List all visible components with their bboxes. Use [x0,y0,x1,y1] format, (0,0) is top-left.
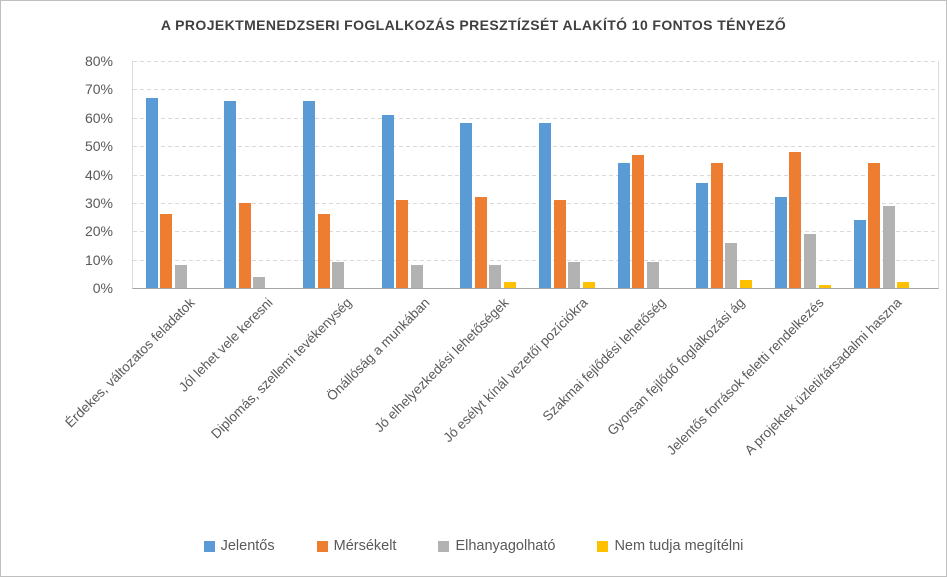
legend-swatch-icon [597,540,609,552]
legend-label: Jelentős [220,538,275,554]
gridline [133,202,938,204]
legend-item: Nem tudja megítélni [597,538,743,554]
bar-2-group-8 [710,163,723,288]
gridline [133,231,938,233]
bar-1-group-5 [460,123,473,288]
bar-1-group-6 [538,123,551,288]
bar-3-group-6 [568,262,581,288]
bar-3-group-9 [804,234,817,288]
bar-3-group-5 [489,265,502,288]
legend-swatch-icon [438,540,450,552]
bar-3-group-1 [174,265,187,288]
bar-4-group-6 [582,282,595,288]
bar-1-group-9 [774,197,787,288]
bar-2-group-10 [868,163,881,288]
gridline [133,117,938,119]
legend: Jelentős Mérsékelt Elhanyagolható Nem tudja… [1,538,946,554]
gridline [133,146,938,148]
legend-label: Elhanyagolható [455,538,556,554]
legend-label: Mérsékelt [333,538,397,554]
bar-1-group-2 [224,100,237,288]
bar-2-group-5 [474,197,487,288]
bar-3-group-2 [253,276,266,288]
bar-3-group-4 [410,265,423,288]
bar-4-group-5 [504,282,517,288]
gridline [133,259,938,261]
y-tick-label: 10% [84,251,113,268]
bar-3-group-10 [882,205,895,288]
bar-1-group-8 [696,183,709,288]
gridline [133,174,938,176]
legend-swatch-icon [316,540,328,552]
bar-2-group-1 [160,214,173,288]
gridline [133,61,938,62]
bar-4-group-9 [818,285,831,288]
y-tick-label: 80% [84,53,113,69]
legend-item: Jelentős [203,538,275,554]
y-tick-label: 70% [84,81,113,98]
legend-item: Mérsékelt [316,538,397,554]
bar-2-group-4 [396,200,409,288]
bar-1-group-7 [617,163,630,288]
bar-1-group-4 [381,114,394,288]
chart-title: A PROJEKTMENEDZSERI FOGLALKOZÁS PRESZTÍZ… [160,17,787,33]
bar-3-group-8 [725,242,738,288]
bar-2-group-3 [317,214,330,288]
bar-3-group-7 [646,262,659,288]
plot-area [132,61,939,289]
y-tick-label: 30% [84,194,113,211]
bar-2-group-9 [789,151,802,288]
y-tick-label: 40% [84,166,113,183]
bar-4-group-10 [897,282,910,288]
y-tick-label: 0% [92,280,113,296]
legend-label: Nem tudja megítélni [614,538,744,554]
y-tick-label: 60% [84,109,113,126]
legend-swatch-icon [203,540,215,552]
bar-2-group-7 [632,154,645,288]
bar-3-group-3 [332,262,345,288]
bar-4-group-8 [740,279,753,288]
y-tick-label: 50% [84,138,113,155]
bar-1-group-3 [302,100,315,288]
bar-1-group-10 [853,219,866,288]
bar-1-group-1 [145,97,158,288]
bar-2-group-6 [553,200,566,288]
y-tick-label: 20% [84,223,113,240]
bar-2-group-2 [238,202,251,288]
legend-item: Elhanyagolható [438,538,555,554]
gridline [133,89,938,91]
